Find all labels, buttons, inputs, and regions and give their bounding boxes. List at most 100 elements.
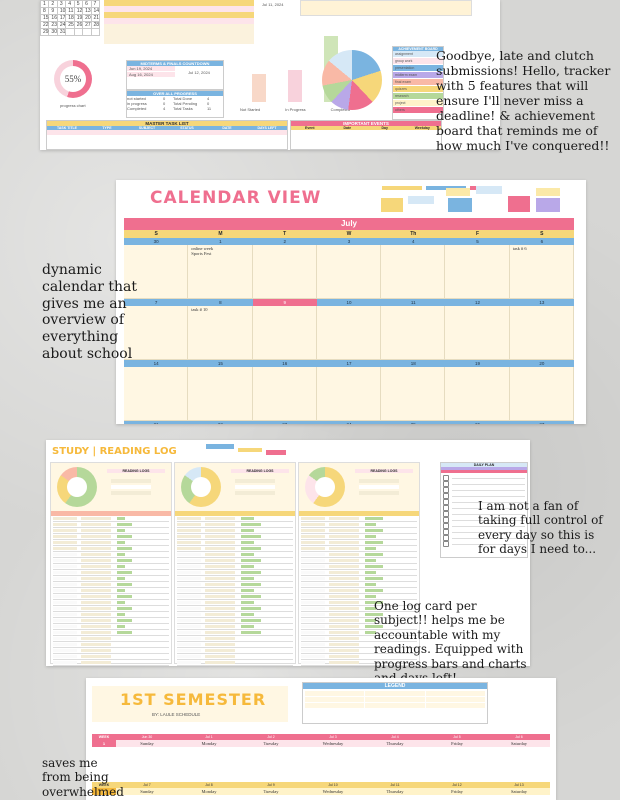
task-line [452, 507, 525, 509]
log-progress-bar [365, 553, 383, 556]
semester-day-name: Monday [201, 789, 217, 794]
log-cell [53, 607, 77, 610]
log-cell [205, 553, 235, 556]
calendar-day-cell[interactable]: task # 10 [188, 306, 253, 360]
semester-day-name: Sunday [140, 789, 154, 794]
calendar-day-cell[interactable] [188, 367, 253, 421]
checkbox[interactable] [443, 505, 449, 511]
log-donut [305, 467, 345, 507]
log-cell [53, 541, 77, 544]
log-cell [205, 529, 235, 532]
calendar-day-cell[interactable] [445, 367, 510, 421]
checkbox[interactable] [443, 481, 449, 487]
calendar-day-cell[interactable] [124, 306, 189, 360]
calendar-day-cell[interactable] [509, 306, 574, 360]
calendar-event[interactable]: task # 10 [191, 307, 208, 312]
checkbox[interactable] [443, 535, 449, 541]
log-progress-bar [117, 535, 132, 538]
log-row [301, 594, 417, 600]
log-cell [205, 577, 235, 580]
log-row [177, 552, 293, 558]
log-cell [81, 577, 111, 580]
log-cell [81, 601, 111, 604]
calendar-day-cell[interactable] [381, 367, 446, 421]
achievement-item: midterm exam [393, 72, 443, 79]
log-progress-bar [117, 583, 132, 586]
log-row [301, 516, 417, 522]
log-row [177, 612, 293, 618]
checkbox[interactable] [443, 475, 449, 481]
task-column-header: DAYS LEFT [257, 126, 277, 130]
log-cell [205, 631, 235, 634]
calendar-day-cell[interactable] [124, 367, 189, 421]
log-cell [81, 535, 111, 538]
log-row [177, 606, 293, 612]
log-cell [81, 637, 111, 640]
overall-progress-panel: OVER ALL PROGRESS not started 0 Total Do… [126, 90, 224, 118]
calendar-day-cell[interactable] [381, 306, 446, 360]
weekday-header: Th [410, 231, 417, 237]
log-subject-label: READING LOGS [107, 469, 165, 473]
calendar-day-cell[interactable] [252, 367, 317, 421]
log-stat-row [111, 485, 151, 489]
achievement-item: presentation [393, 65, 443, 72]
checkbox[interactable] [443, 517, 449, 523]
calendar-day-number: 11 [410, 300, 416, 305]
log-progress-bar [241, 625, 254, 628]
calendar-day-cell[interactable] [445, 306, 510, 360]
log-cell [205, 535, 235, 538]
semester-day-name: Monday [201, 741, 217, 746]
calendar-day-cell[interactable] [316, 306, 382, 360]
calendar-day-number: 7 [154, 300, 158, 305]
log-cell [301, 637, 325, 640]
log-cell [205, 523, 235, 526]
calendar-event[interactable]: online week [191, 246, 214, 251]
log-table [51, 516, 171, 666]
log-cell [205, 607, 235, 610]
calendar-event[interactable]: Sports Fest [191, 251, 212, 256]
log-cell [301, 535, 325, 538]
task-column-header: SUBJECT [138, 126, 156, 130]
checkbox[interactable] [443, 523, 449, 529]
category-pie-chart [322, 50, 382, 110]
checkbox[interactable] [443, 493, 449, 499]
semester-cell: Jul 4 [391, 735, 399, 739]
log-row [53, 648, 169, 654]
calendar-day-cell[interactable] [316, 245, 382, 299]
calendar-event[interactable]: task # 6 [512, 246, 527, 251]
calendar-day-cell[interactable] [381, 245, 446, 299]
semester-day-name: Wednesday [322, 789, 344, 794]
log-stat-row [235, 479, 275, 483]
log-row [53, 624, 169, 630]
log-cell [81, 589, 111, 592]
log-cell [53, 595, 77, 598]
log-row [177, 618, 293, 624]
checkbox[interactable] [443, 499, 449, 505]
log-cell [177, 655, 201, 658]
calendar-day-cell[interactable]: online week Sports Fest [188, 245, 253, 299]
calendar-day-cell[interactable] [252, 306, 317, 360]
log-cell [177, 571, 201, 574]
calendar-day-cell[interactable] [252, 245, 317, 299]
log-row [177, 546, 293, 552]
log-cell [53, 547, 77, 550]
week-label: WEEK [98, 783, 110, 787]
calendar-day-cell[interactable] [316, 367, 382, 421]
semester-cell: Jul 7 [143, 783, 151, 787]
calendar-day-number: 20 [539, 361, 545, 366]
log-table-header [51, 511, 171, 516]
calendar-day-cell[interactable]: task # 6 [509, 245, 574, 299]
log-progress-bar [117, 577, 125, 580]
checkbox[interactable] [443, 487, 449, 493]
checkbox[interactable] [443, 541, 449, 547]
calendar-day-cell[interactable] [509, 367, 574, 421]
calendar-day-cell[interactable] [445, 245, 510, 299]
calendar-day-cell[interactable] [124, 245, 189, 299]
checkbox[interactable] [443, 511, 449, 517]
weekday-header: F [476, 231, 480, 237]
chart-label-2: Completed [330, 107, 350, 112]
semester-cell: Jul 5 [453, 735, 461, 739]
checkbox[interactable] [443, 529, 449, 535]
task-line [452, 537, 525, 539]
log-progress-bar [241, 577, 254, 580]
